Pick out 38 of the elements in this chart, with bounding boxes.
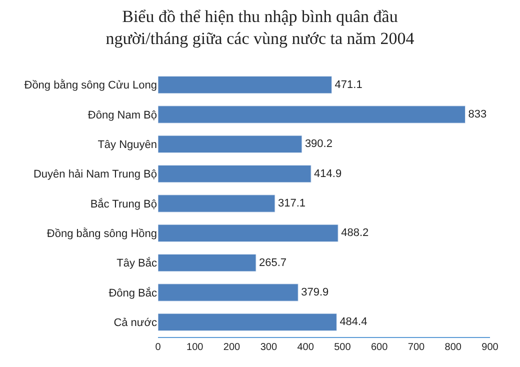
data-label: 471.1 <box>334 78 362 91</box>
bar <box>158 224 338 242</box>
bar <box>158 254 256 272</box>
x-tick-label: 0 <box>155 342 162 353</box>
y-tick-label: Tây Bắc <box>116 256 158 270</box>
bar <box>158 313 337 332</box>
data-label: 414.9 <box>314 168 342 180</box>
y-tick-label: Đồng bằng sông Cửu Long <box>24 78 157 92</box>
x-tick-label: 800 <box>444 342 462 353</box>
x-tick-label: 300 <box>260 342 278 353</box>
bar <box>158 194 276 212</box>
data-label: 390.2 <box>304 138 332 150</box>
y-tick-label: Đông Bắc <box>108 286 158 300</box>
x-tick-label: 600 <box>370 342 388 353</box>
bar <box>158 284 298 302</box>
bar <box>158 106 466 124</box>
data-label: 488.2 <box>341 227 369 240</box>
bar <box>158 135 302 154</box>
y-tick-label: Cả nước <box>114 317 158 330</box>
x-tick-label: 500 <box>334 342 352 353</box>
chart-title: Biểu đồ thể hiện thu nhập bình quân đầu người/tháng giữa các vùng nước ta năm 2004 <box>106 7 415 48</box>
y-tick-label: Bắc Trung Bộ <box>90 197 157 210</box>
x-tick-label: 700 <box>408 342 425 353</box>
x-tick-label: 100 <box>186 342 204 353</box>
x-tick-label: 200 <box>223 342 241 353</box>
data-label: 484.4 <box>340 316 368 328</box>
data-label: 265.7 <box>259 256 287 269</box>
x-tick-label: 400 <box>297 342 314 353</box>
y-tick-label: Đồng bằng sông Hồng <box>46 227 157 240</box>
y-tick-label: Duyên hải Nam Trung Bộ <box>33 168 157 181</box>
data-label: 379.9 <box>301 286 329 298</box>
data-label: 833 <box>468 108 487 120</box>
bar <box>158 164 312 183</box>
y-tick-label: Đông Nam Bộ <box>88 109 157 122</box>
x-tick-label: 900 <box>482 342 499 353</box>
bar <box>158 76 332 94</box>
y-tick-label: Tây Nguyên <box>98 139 157 152</box>
data-label: 317.1 <box>278 198 306 210</box>
